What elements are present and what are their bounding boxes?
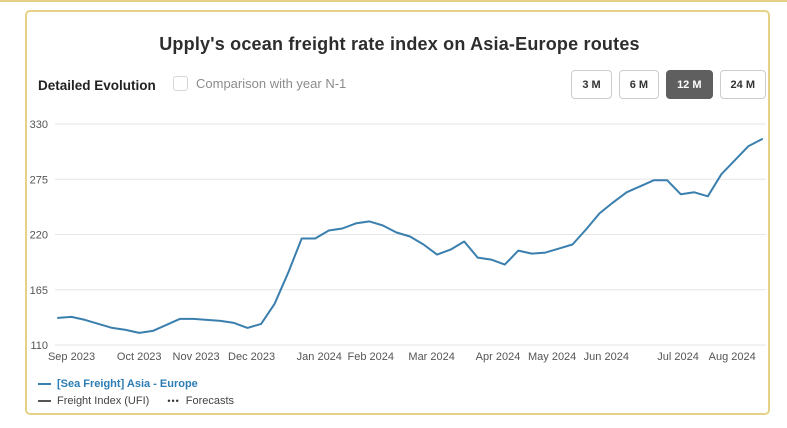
chart-legend: [Sea Freight] Asia - Europe Freight Inde…	[38, 376, 234, 410]
range-button-12m[interactable]: 12 M	[666, 70, 713, 99]
legend-item-index[interactable]: Freight Index (UFI) ••• Forecasts	[38, 393, 234, 409]
legend-series-label: [Sea Freight] Asia - Europe	[57, 378, 198, 390]
range-button-group: 3 M 6 M 12 M 24 M	[571, 70, 766, 99]
chart-card: Upply's ocean freight rate index on Asia…	[25, 10, 770, 415]
comparison-checkbox[interactable]	[173, 76, 188, 91]
legend-forecast-label: Forecasts	[185, 395, 235, 407]
comparison-checkbox-label: Comparison with year N-1	[196, 76, 347, 91]
range-button-24m[interactable]: 24 M	[719, 70, 766, 99]
section-label: Detailed Evolution	[38, 78, 156, 93]
legend-item-series[interactable]: [Sea Freight] Asia - Europe	[38, 376, 234, 392]
legend-index-label: Freight Index (UFI)	[57, 395, 150, 407]
page-title: Upply's ocean freight rate index on Asia…	[159, 34, 640, 54]
top-divider	[0, 0, 787, 2]
comparison-control: Comparison with year N-1	[173, 76, 346, 91]
forecast-dots-swatch: •••	[167, 396, 180, 406]
controls-bar: Detailed Evolution Comparison with year …	[27, 70, 772, 102]
range-button-6m[interactable]: 6 M	[618, 70, 660, 99]
series-line-swatch	[38, 383, 51, 385]
range-button-3m[interactable]: 3 M	[571, 70, 612, 99]
index-line-swatch	[38, 400, 51, 402]
